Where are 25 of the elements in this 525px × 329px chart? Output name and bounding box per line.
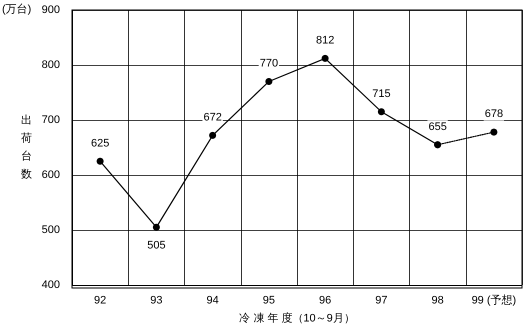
x-axis-title: 冷 凍 年 度（10～9月） — [239, 312, 355, 324]
x-tick-label: 98 — [432, 294, 444, 306]
text: (万台) — [2, 2, 32, 16]
data-label: 715 — [372, 88, 391, 100]
data-label: 812 — [316, 34, 334, 46]
y-tick-label: 700 — [42, 114, 60, 126]
x-tick-label: 96 — [319, 294, 332, 306]
y-axis-title: 出荷台数 — [21, 114, 32, 180]
y-tick-label: 800 — [42, 59, 60, 71]
data-label: 625 — [90, 137, 110, 150]
x-tick-label: 95 — [262, 294, 275, 306]
data-label: 672 — [203, 111, 222, 124]
y-tick-label: 500 — [42, 224, 60, 236]
x-tick-label: 92 — [94, 294, 106, 306]
y-tick-label: 400 — [42, 279, 60, 291]
x-tick-label: 97 — [375, 294, 388, 306]
data-label: 505 — [147, 239, 166, 252]
data-label: 770 — [260, 58, 278, 70]
data-label: 678 — [484, 108, 504, 120]
x-tick-label: 99 (予想) — [472, 294, 516, 306]
y-tick-label: 600 — [42, 169, 60, 181]
y-tick-label: 900 — [42, 4, 60, 16]
x-tick-label: 93 — [150, 294, 162, 306]
data-label: 655 — [428, 120, 447, 133]
x-tick-label: 94 — [206, 294, 219, 306]
